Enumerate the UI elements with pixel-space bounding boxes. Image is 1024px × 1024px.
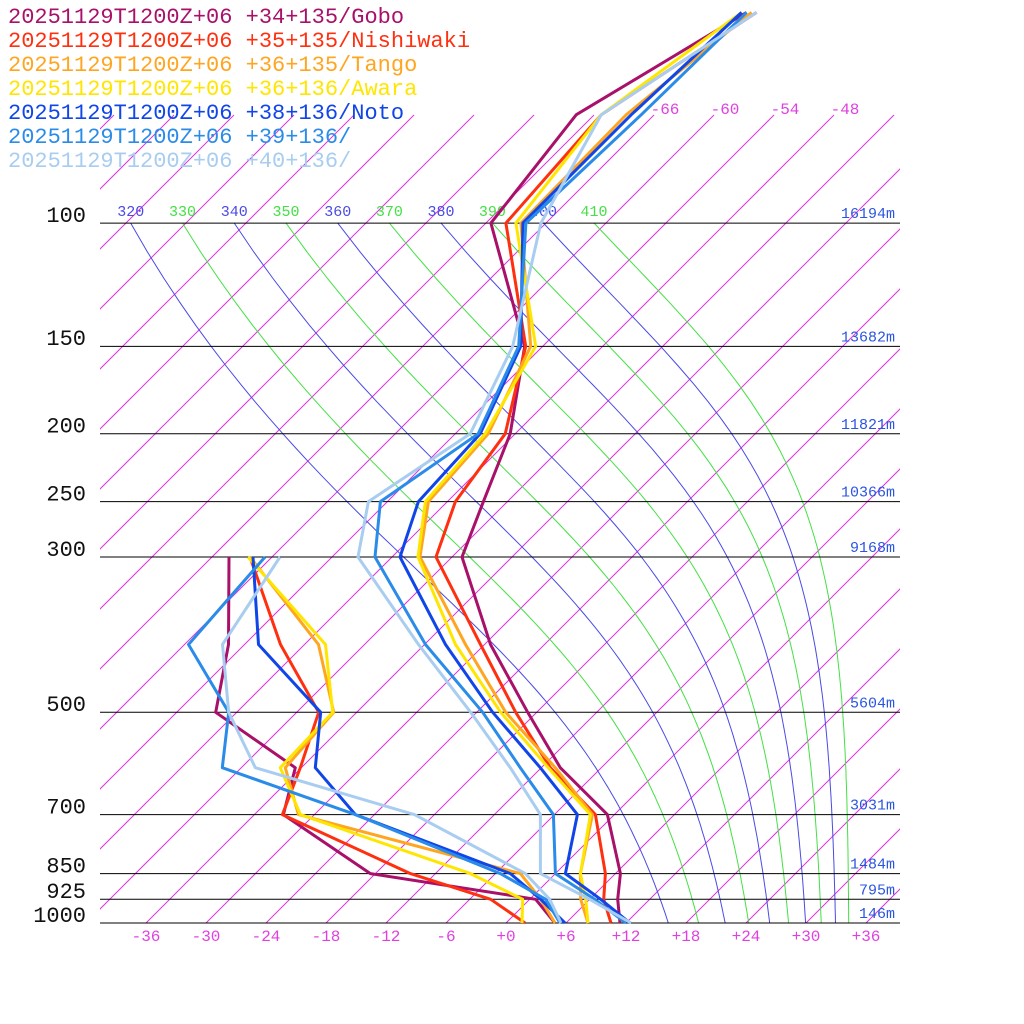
isotherm [100, 114, 595, 610]
theta-e-label: 320 [117, 204, 144, 221]
theta-e-label: 370 [376, 204, 403, 221]
x-tick-label: +36 [852, 928, 881, 946]
isotherm [505, 528, 900, 924]
pressure-label: 700 [46, 795, 86, 820]
isotherm [100, 114, 355, 370]
pressure-label: 850 [46, 854, 86, 879]
legend-entry: 20251129T1200Z+06 +38+136/Noto [8, 101, 404, 126]
height-label: 1484m [850, 857, 895, 874]
legend-entry: 20251129T1200Z+06 +36+136/Awara [8, 77, 417, 102]
height-label: 3031m [850, 798, 895, 815]
theta-e-label: 410 [581, 204, 608, 221]
isotherm-label: -60 [711, 101, 740, 119]
height-label: 10366m [841, 485, 895, 502]
isotherm [100, 114, 895, 910]
legend-entry: 20251129T1200Z+06 +36+135/Tango [8, 53, 417, 78]
x-tick-label: -36 [132, 928, 161, 946]
height-label: 9168m [850, 540, 895, 557]
theta-e-label: 390 [479, 204, 506, 221]
x-tick-label: +6 [556, 928, 575, 946]
temperature-line [373, 11, 748, 925]
x-tick-label: +0 [496, 928, 515, 946]
x-tick-label: -18 [312, 928, 341, 946]
legend-entry: 20251129T1200Z+06 +39+136/ [8, 125, 351, 150]
pressure-label: 250 [46, 482, 86, 507]
temperature-line [416, 11, 743, 924]
height-label: 146m [859, 906, 895, 923]
isotherm [100, 114, 295, 310]
height-label: 16194m [841, 206, 895, 223]
theta-e-label: 330 [169, 204, 196, 221]
x-tick-label: -12 [372, 928, 401, 946]
isotherm [100, 114, 775, 790]
isotherm [100, 114, 415, 430]
pressure-label: 200 [46, 415, 86, 440]
isotherm-label: -54 [771, 101, 800, 119]
pressure-label: 925 [46, 880, 86, 905]
legend-entry: 20251129T1200Z+06 +34+135/Gobo [8, 5, 404, 30]
isotherm [265, 288, 900, 924]
theta-e-label: 340 [221, 204, 248, 221]
pressure-label: 1000 [33, 904, 86, 929]
dewpoint-line [187, 556, 562, 924]
x-tick-label: -24 [252, 928, 281, 946]
isotherm [100, 114, 475, 490]
foreground: 320 330 340 350 360 370 380 390 400 410-66 -60 -54-… [8, 5, 900, 946]
isotherm [385, 408, 900, 924]
x-tick-label: +24 [732, 928, 761, 946]
x-tick-label: +30 [792, 928, 821, 946]
isotherm [625, 648, 900, 924]
height-label: 5604m [850, 695, 895, 712]
height-label: 13682m [841, 329, 895, 346]
temperature-line [356, 11, 758, 925]
temperature-line [434, 11, 758, 924]
legend-entry: 20251129T1200Z+06 +35+135/Nishiwaki [8, 29, 470, 54]
temperature-line [460, 11, 748, 924]
pressure-label: 300 [46, 538, 86, 563]
isotherm-label: -48 [831, 101, 860, 119]
pressure-label: 100 [46, 204, 86, 229]
pressure-label: 150 [46, 327, 86, 352]
theta-e-label: 350 [272, 204, 299, 221]
isotherm-label: -66 [651, 101, 680, 119]
isotherm [565, 588, 900, 924]
theta-e-label: 380 [428, 204, 455, 221]
isotherm [685, 708, 900, 924]
legend-entry: 20251129T1200Z+06 +40+136/ [8, 149, 351, 174]
isotherm [100, 114, 535, 550]
pressure-label: 500 [46, 693, 86, 718]
isotherm [325, 348, 900, 924]
dewpoint-line [221, 556, 563, 924]
height-label: 795m [859, 882, 895, 899]
x-tick-label: +18 [672, 928, 701, 946]
temperature-line [398, 11, 743, 925]
height-label: 11821m [841, 417, 895, 434]
x-tick-label: -6 [436, 928, 455, 946]
x-tick-label: -30 [192, 928, 221, 946]
isotherm [745, 768, 900, 924]
theta-e-label: 360 [324, 204, 351, 221]
x-tick-label: +12 [612, 928, 641, 946]
isotherm [100, 114, 715, 730]
